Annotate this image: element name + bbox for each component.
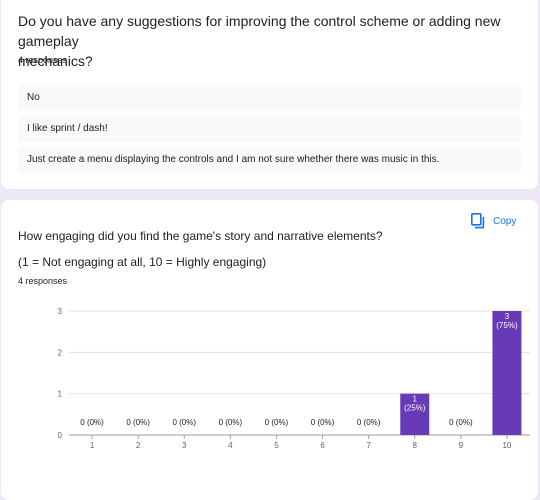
x-tick-label: 3	[182, 441, 187, 450]
response-count: 4 responses	[18, 55, 68, 65]
bar	[492, 311, 522, 435]
x-tick-label: 6	[320, 441, 325, 450]
x-tick-label: 9	[459, 441, 464, 450]
question-title-line-2: mechanics?	[18, 53, 93, 69]
data-label: 3	[505, 312, 510, 321]
copy-icon	[471, 213, 485, 229]
bar-chart: 0 1 2 3 1 0 (0%) 2 0 (0%) 3 0 (0%) 4 0 (0%) 5 0 (0%) 6…	[58, 307, 530, 450]
copy-chart-button[interactable]: Copy	[471, 211, 516, 231]
data-label: (75%)	[496, 321, 518, 330]
data-label: 0 (0%)	[265, 418, 289, 427]
bar	[400, 393, 430, 435]
data-label: 0 (0%)	[126, 418, 150, 427]
answer-list: No I like sprint / dash! Just create a m…	[18, 85, 521, 178]
data-label: 0 (0%)	[357, 418, 381, 427]
data-label: (25%)	[404, 404, 426, 413]
x-tick-label: 2	[136, 441, 141, 450]
data-label: 0 (0%)	[80, 418, 104, 427]
y-tick-label: 3	[58, 307, 63, 316]
data-label: 0 (0%)	[449, 418, 473, 427]
data-label: 0 (0%)	[219, 418, 243, 427]
y-tick-label: 2	[58, 348, 63, 357]
question-title-line-1: Do you have any suggestions for improvin…	[18, 13, 501, 49]
question-card-suggestions: Do you have any suggestions for improvin…	[1, 0, 538, 189]
copy-button-label: Copy	[493, 215, 517, 227]
question-card-engagement: Copy How engaging did you find the game'…	[1, 200, 538, 500]
x-tick-label: 4	[228, 441, 233, 450]
data-label: 0 (0%)	[172, 418, 196, 427]
answer-item-1: No	[18, 85, 521, 111]
x-tick-label: 7	[366, 441, 371, 450]
response-count: 4 responses	[18, 276, 68, 286]
y-tick-label: 0	[58, 431, 63, 440]
question-title: Do you have any suggestions for improvin…	[18, 11, 538, 71]
y-tick-label: 1	[58, 390, 63, 399]
x-tick-label: 5	[274, 441, 279, 450]
data-label: 1	[413, 395, 418, 404]
question-title: How engaging did you find the game's sto…	[18, 229, 383, 243]
question-subtitle: (1 = Not engaging at all, 10 = Highly en…	[18, 255, 267, 269]
x-tick-label: 1	[90, 441, 95, 450]
data-label: 0 (0%)	[311, 418, 335, 427]
x-tick-label: 8	[413, 441, 418, 450]
answer-item-3: Just create a menu displaying the contro…	[18, 147, 521, 173]
answer-item-2: I like sprint / dash!	[18, 116, 521, 142]
x-tick-label: 10	[502, 441, 511, 450]
